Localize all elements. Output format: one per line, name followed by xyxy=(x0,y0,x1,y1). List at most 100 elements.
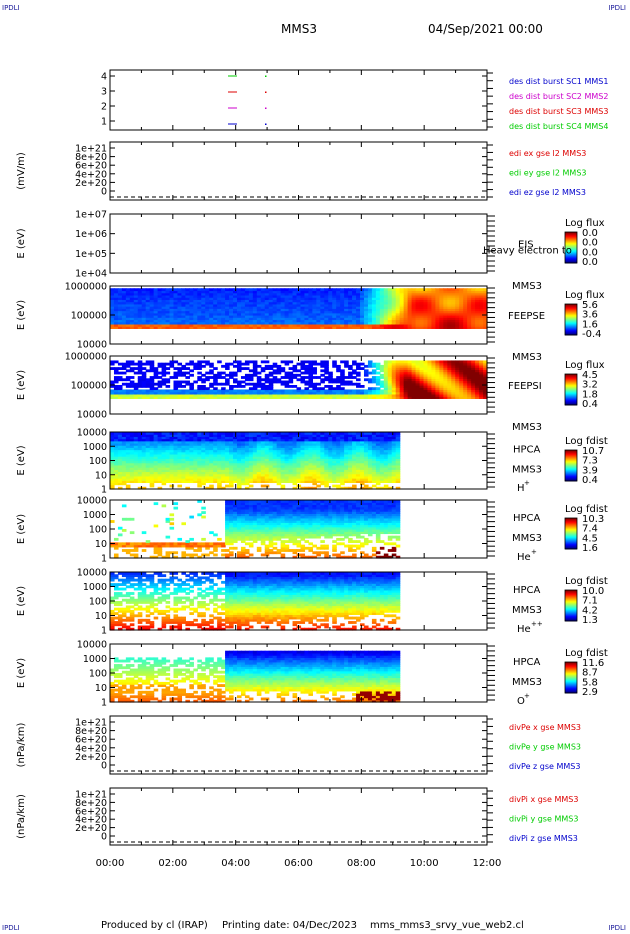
heatmap-cell xyxy=(399,369,405,373)
heatmap-cell xyxy=(137,456,143,459)
heatmap-cell xyxy=(268,299,274,303)
heatmap-cell xyxy=(443,321,448,325)
spacecraft-title: MMS3 xyxy=(281,22,317,36)
heatmap-cell xyxy=(137,458,143,462)
heatmap-cell xyxy=(125,484,131,488)
colorbar-swatch xyxy=(565,249,577,252)
heatmap-cell xyxy=(165,396,171,399)
heatmap-cell xyxy=(431,326,437,329)
heatmap-cell xyxy=(419,391,425,395)
heatmap-cell xyxy=(459,389,464,393)
heatmap-cell xyxy=(395,299,401,303)
heatmap-cell xyxy=(316,312,321,316)
heatmap-cell xyxy=(185,326,190,329)
heatmap-cell xyxy=(185,290,190,294)
heatmap-cell xyxy=(260,321,266,325)
heatmap-cell xyxy=(276,371,282,375)
heatmap-cell xyxy=(181,290,186,294)
heatmap-cell xyxy=(213,321,218,325)
heatmap-cell xyxy=(161,326,167,329)
heatmap-cell xyxy=(260,290,266,294)
heatmap-cell xyxy=(153,432,159,435)
heatmap-cell xyxy=(264,396,270,399)
heatmap-cell xyxy=(387,385,393,388)
heatmap-cell xyxy=(161,462,167,466)
heatmap-cell xyxy=(340,323,345,327)
heatmap-cell xyxy=(264,294,270,298)
heatmap-cell xyxy=(229,308,234,312)
heatmap-cell xyxy=(113,294,119,298)
heatmap-cell xyxy=(427,382,433,386)
heatmap-cell xyxy=(296,315,302,318)
heatmap-cell xyxy=(121,471,127,475)
heatmap-cell xyxy=(479,393,484,397)
heatmap-cell xyxy=(312,371,317,375)
heatmap-cell xyxy=(137,380,143,384)
heatmap-cell xyxy=(117,462,123,466)
heatmap-cell xyxy=(411,323,417,327)
heatmap-cell xyxy=(113,389,119,393)
heatmap-cell xyxy=(233,292,238,296)
heatmap-cell xyxy=(312,315,317,318)
heatmap-cell xyxy=(197,323,202,327)
heatmap-cell xyxy=(280,319,286,323)
heatmap-cell xyxy=(153,288,159,292)
heatmap-cell xyxy=(383,387,389,391)
heatmap-cell xyxy=(371,290,377,294)
heatmap-cell xyxy=(272,290,278,294)
heatmap-cell xyxy=(419,380,425,384)
heatmap-cell xyxy=(117,301,123,305)
heatmap-cell xyxy=(296,306,302,309)
heatmap-cell xyxy=(403,294,409,298)
heatmap-cell xyxy=(153,396,159,399)
heatmap-cell xyxy=(113,315,119,318)
heatmap-cell xyxy=(161,451,167,455)
heatmap-cell xyxy=(233,317,238,321)
colorbar-swatch xyxy=(565,305,577,307)
heatmap-cell xyxy=(483,380,488,384)
heatmap-cell xyxy=(121,438,127,442)
heatmap-cell xyxy=(133,306,139,309)
heatmap-cell xyxy=(403,367,409,370)
heatmap-cell xyxy=(121,475,127,479)
heatmap-cell xyxy=(209,319,214,323)
heatmap-cell xyxy=(264,292,270,296)
heatmap-cell xyxy=(375,290,381,294)
heatmap-cell xyxy=(296,396,302,399)
heatmap-cell xyxy=(479,373,484,377)
heatmap-cell xyxy=(340,308,345,312)
heatmap-cell xyxy=(125,486,131,490)
heatmap-cell xyxy=(129,391,135,395)
heatmap-cell xyxy=(439,362,444,366)
heatmap-cell xyxy=(379,294,385,298)
heatmap-cell xyxy=(185,323,190,327)
heatmap-cell xyxy=(209,376,214,379)
heatmap-cell xyxy=(340,391,345,395)
heatmap-cell xyxy=(367,292,373,296)
heatmap-cell xyxy=(399,367,405,370)
heatmap-cell xyxy=(407,387,413,391)
heatmap-cell xyxy=(419,360,425,364)
heatmap-cell xyxy=(149,297,155,300)
heatmap-cell xyxy=(129,436,135,440)
heatmap-cell xyxy=(375,292,381,296)
heatmap-cell xyxy=(344,306,349,309)
heatmap-cell xyxy=(427,369,433,373)
heatmap-cell xyxy=(300,378,306,382)
heatmap-cell xyxy=(475,306,480,309)
heatmap-cell xyxy=(280,321,286,325)
heatmap-cell xyxy=(296,323,302,327)
heatmap-cell xyxy=(451,360,456,364)
heatmap-cell xyxy=(447,312,452,316)
heatmap-cell xyxy=(467,315,472,318)
heatmap-cell xyxy=(276,290,282,294)
heatmap-cell xyxy=(248,321,254,325)
spacecraft-label: MMS3 xyxy=(512,422,542,433)
heatmap-cell xyxy=(423,303,429,307)
heatmap-cell xyxy=(157,442,163,446)
heatmap-cell xyxy=(479,326,484,329)
heatmap-cell xyxy=(439,326,444,329)
heatmap-cell xyxy=(395,382,401,386)
heatmap-cell xyxy=(177,371,183,375)
heatmap-cell xyxy=(177,323,183,327)
